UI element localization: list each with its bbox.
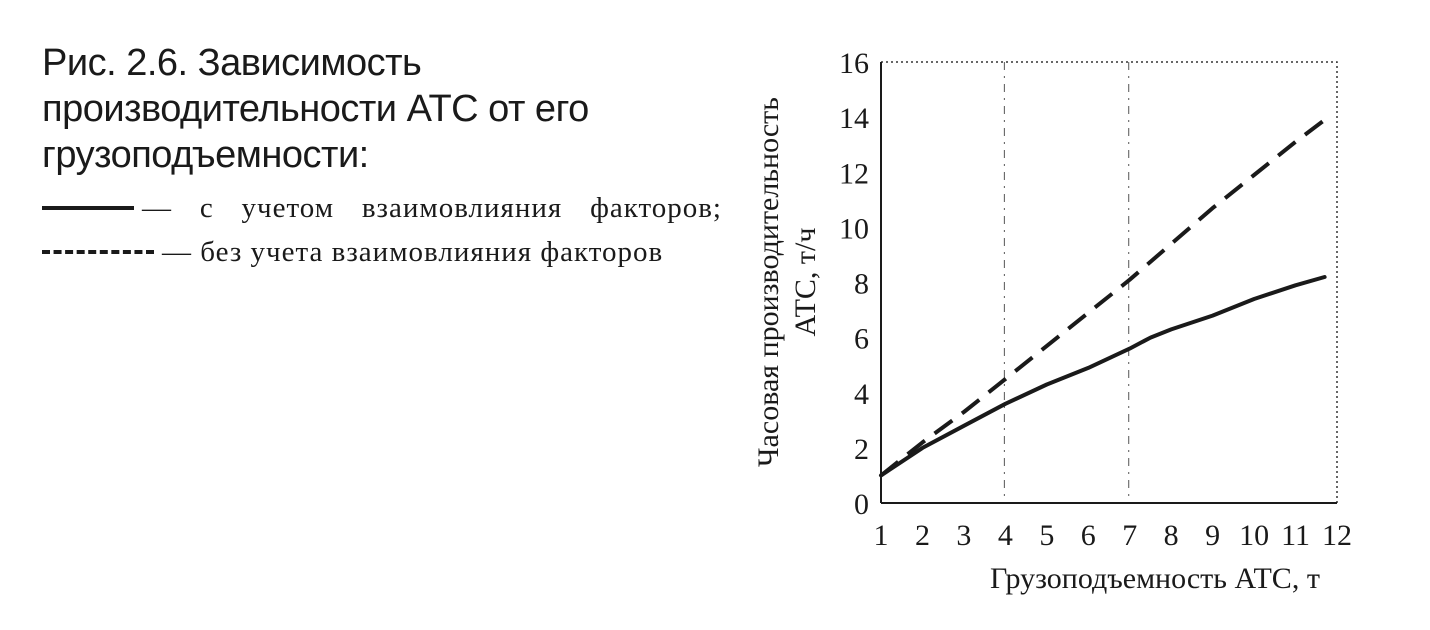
y-tick-label: 6: [854, 323, 869, 356]
x-tick-label: 1: [874, 519, 889, 552]
y-tick-label: 14: [839, 102, 869, 135]
y-tick-labels: 0 2 4 6 8 10 12 14 16: [839, 47, 869, 521]
x-tick-label: 3: [956, 519, 971, 552]
axis-lines: [880, 62, 1337, 504]
x-tick-label: 6: [1081, 519, 1096, 552]
x-tick-labels: 1 2 3 4 5 6 7 8 9 10 11 12: [874, 519, 1353, 552]
y-tick-label: 16: [839, 47, 869, 80]
x-tick-label: 9: [1205, 519, 1220, 552]
y-tick-label: 0: [854, 488, 869, 521]
y-tick-label: 4: [854, 378, 869, 411]
y-tick-label: 12: [839, 157, 869, 190]
legend-solid-line-sample: [42, 206, 134, 211]
x-axis-label: Грузоподъемность АТС, т: [990, 562, 1320, 595]
y-tick-label: 2: [854, 433, 869, 466]
chart-grid: [1003, 62, 1130, 503]
plot-frame: [880, 61, 1338, 504]
caption-legend: — с учетом взаимовлияния факторов; — без…: [42, 186, 722, 274]
y-axis-label-line2: АТС, т/ч: [789, 228, 822, 337]
legend-dashed-text: — без учета взаимовлияния факторов: [162, 236, 664, 268]
x-tick-label: 11: [1281, 519, 1310, 552]
series-dashed-line: [879, 118, 1326, 477]
legend-solid-text: — с учетом взаимовлияния факторов;: [142, 192, 722, 224]
legend-dashed-line-sample: [42, 250, 154, 255]
series-group: [879, 118, 1327, 478]
y-tick-label: 8: [854, 268, 869, 301]
figure-title: Рис. 2.6. Зависимость производительности…: [42, 42, 589, 176]
series-solid-line: [879, 275, 1327, 478]
x-tick-label: 2: [915, 519, 930, 552]
x-tick-label: 5: [1039, 519, 1054, 552]
y-axis-label: Часовая производительность АТС, т/ч: [752, 97, 822, 467]
x-tick-label: 12: [1322, 519, 1352, 552]
x-tick-label: 10: [1239, 519, 1269, 552]
x-tick-label: 8: [1164, 519, 1179, 552]
figure-caption: Рис. 2.6. Зависимость производительности…: [42, 40, 722, 274]
x-tick-label: 7: [1122, 519, 1137, 552]
x-tick-label: 4: [998, 519, 1013, 552]
y-tick-label: 10: [839, 212, 869, 245]
y-axis-label-line1: Часовая производительность: [752, 97, 785, 467]
